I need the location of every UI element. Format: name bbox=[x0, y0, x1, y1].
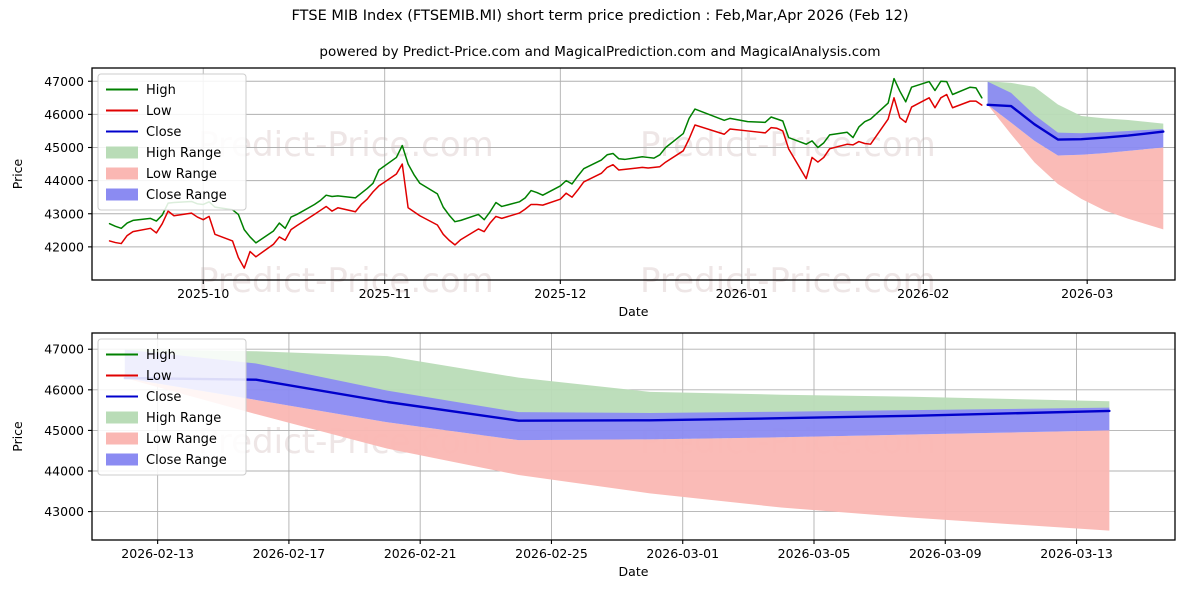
y-tick-label: 44000 bbox=[44, 173, 84, 188]
x-tick-label: 2026-03-01 bbox=[646, 546, 719, 561]
svg-text:Predict-Price.com: Predict-Price.com bbox=[198, 125, 494, 165]
legend-item-label: Low Range bbox=[146, 432, 217, 447]
x-tick-label: 2026-03 bbox=[1061, 286, 1113, 301]
legend-item-label: Low Range bbox=[146, 167, 217, 182]
y-tick-label: 44000 bbox=[44, 464, 84, 479]
x-axis-label: Date bbox=[619, 304, 649, 319]
legend-item-label: High Range bbox=[146, 411, 221, 426]
y-tick-label: 45000 bbox=[44, 423, 84, 438]
y-tick-label: 46000 bbox=[44, 382, 84, 397]
overview-chart-svg: Predict-Price.com Predict-Price.com Predic… bbox=[10, 67, 1176, 319]
legend-item-label: Close Range bbox=[146, 453, 227, 468]
legend-item-label: Close bbox=[146, 125, 181, 140]
x-tick-label: 2026-02 bbox=[897, 286, 949, 301]
x-tick-label: 2026-03-13 bbox=[1040, 546, 1113, 561]
low-range-band bbox=[987, 104, 1164, 230]
x-tick-label: 2025-10 bbox=[177, 286, 229, 301]
low-history-line bbox=[108, 93, 983, 269]
high-history-line bbox=[108, 77, 983, 244]
y-axis-label: Price bbox=[10, 421, 25, 452]
legend-swatch-band bbox=[106, 411, 138, 424]
axes bbox=[91, 67, 1176, 281]
legend-item-label: High Range bbox=[146, 146, 221, 161]
axis-ticks: 43000 44000 45000 46000 47000 2026-02-13 2026-… bbox=[44, 342, 1113, 561]
low-range-band bbox=[124, 378, 1110, 531]
x-axis-label: Date bbox=[619, 564, 649, 579]
x-tick-label: 2026-02-13 bbox=[121, 546, 194, 561]
close-forecast-line bbox=[123, 376, 1111, 422]
x-tick-label: 2025-12 bbox=[534, 286, 586, 301]
watermark: Predict-Price.com Predict-Price.com Predic… bbox=[198, 125, 936, 301]
chart-legend: High Low Close High Range Low Range Close Ran… bbox=[97, 73, 247, 211]
legend-item-label: Close Range bbox=[146, 188, 227, 203]
forecast-bands bbox=[987, 81, 1164, 230]
high-range-band bbox=[987, 81, 1164, 140]
chart-legend: High Low Close High Range Low Range Close Ran… bbox=[97, 338, 247, 476]
x-tick-label: 2026-02-21 bbox=[384, 546, 457, 561]
history-lines bbox=[108, 77, 983, 269]
legend-item-label: Low bbox=[146, 369, 172, 384]
legend-swatch-band bbox=[106, 188, 138, 201]
legend-swatch-band bbox=[106, 167, 138, 180]
x-tick-label: 2026-03-05 bbox=[778, 546, 851, 561]
legend-item-label: High bbox=[146, 348, 176, 363]
close-forecast-line bbox=[986, 103, 1165, 141]
y-tick-label: 47000 bbox=[44, 74, 84, 89]
axes bbox=[91, 332, 1176, 541]
page-title: FTSE MIB Index (FTSEMIB.MI) short term p… bbox=[291, 8, 909, 24]
forecast-detail-chart-svg: Predict-Price.comPredict-Price.com430004… bbox=[10, 332, 1176, 579]
y-axis-label: Price bbox=[10, 158, 25, 189]
y-tick-label: 43000 bbox=[44, 504, 84, 519]
legend-item-label: High bbox=[146, 83, 176, 98]
y-tick-label: 46000 bbox=[44, 107, 84, 122]
x-tick-label: 2026-02-17 bbox=[253, 546, 326, 561]
y-tick-label: 47000 bbox=[44, 342, 84, 357]
high-range-band bbox=[124, 349, 1110, 421]
legend-swatch-band bbox=[106, 453, 138, 466]
x-tick-label: 2026-03-09 bbox=[909, 546, 982, 561]
svg-text:Predict-Price.com: Predict-Price.com bbox=[640, 261, 936, 301]
x-tick-label: 2026-02-25 bbox=[515, 546, 588, 561]
x-tick-label: 2026-01 bbox=[716, 286, 768, 301]
forecast-detail-chart-panel: Predict-Price.comPredict-Price.com430004… bbox=[0, 325, 1200, 600]
legend-swatch-band bbox=[106, 146, 138, 159]
overview-chart-panel: Predict-Price.com Predict-Price.com Predic… bbox=[0, 60, 1200, 325]
legend-swatch-band bbox=[106, 432, 138, 445]
y-tick-label: 43000 bbox=[44, 206, 84, 221]
legend-item-label: Low bbox=[146, 104, 172, 119]
x-tick-label: 2025-11 bbox=[359, 286, 411, 301]
page-subtitle: powered by Predict-Price.com and Magical… bbox=[319, 44, 881, 60]
svg-text:Predict-Price.com: Predict-Price.com bbox=[198, 261, 494, 301]
y-tick-label: 42000 bbox=[44, 239, 84, 254]
y-tick-label: 45000 bbox=[44, 140, 84, 155]
legend-item-label: Close bbox=[146, 390, 181, 405]
axis-ticks: 42000 43000 44000 45000 46000 47000 2025-10 202… bbox=[44, 74, 1113, 301]
